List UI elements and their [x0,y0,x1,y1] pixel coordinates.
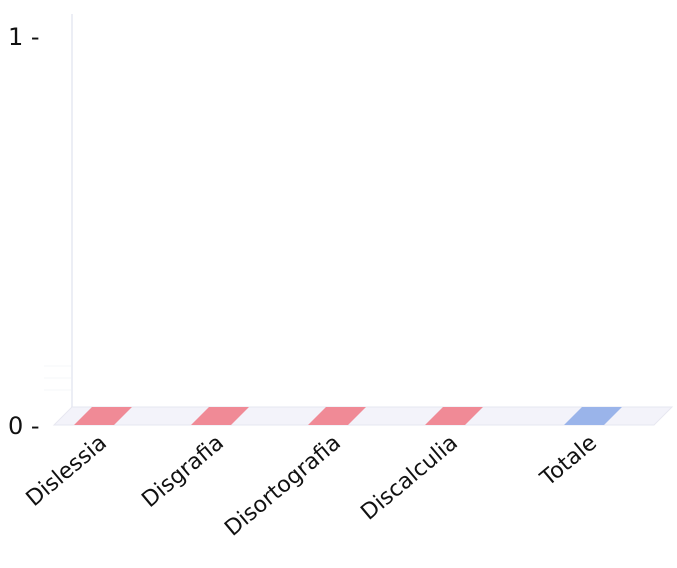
bar-discalculia [425,407,483,425]
x-tick-label-discalculia: Discalculia [356,430,462,525]
x-tick-label-disgrafia: Disgrafia [137,430,228,512]
x-tick-label-disortografia: Disortografia [220,430,346,541]
bar-dislessia [74,407,132,425]
side-wall [44,365,72,391]
bar-totale [564,407,622,425]
bar-disgrafia [191,407,249,425]
y-tick-label-1: 1 - [8,23,40,51]
x-tick-label-dislessia: Dislessia [22,430,112,511]
y-tick-label-0: 0 - [8,412,40,440]
x-tick-label-totale: Totale [535,430,602,492]
bar-disortografia [308,407,366,425]
